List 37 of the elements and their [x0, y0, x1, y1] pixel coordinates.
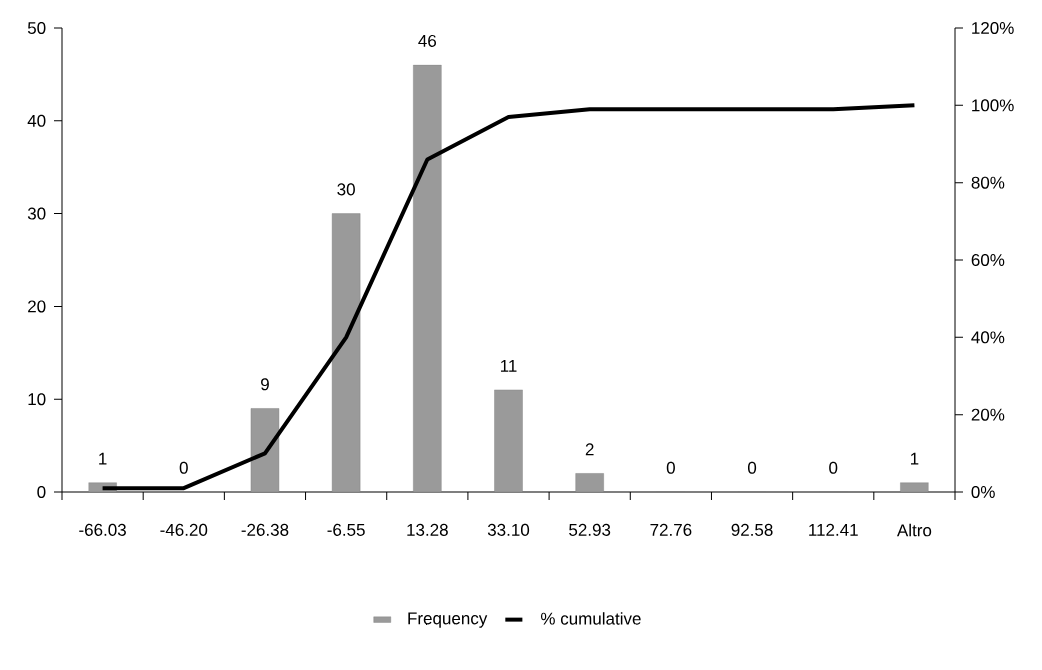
y-tick-label: 40 — [27, 114, 46, 127]
x-tick-label: Altro — [896, 523, 932, 537]
y-tick-label: 0 — [37, 485, 46, 499]
y2-tick-label: 80% — [971, 176, 1005, 189]
data-label: 0 — [747, 461, 757, 474]
data-label: 1 — [99, 452, 107, 465]
data-label: 2 — [585, 443, 594, 456]
x-tick-label: -66.03 — [79, 523, 126, 536]
data-label: 0 — [179, 461, 188, 474]
data-label: 9 — [261, 378, 269, 391]
y2-tick-label: 60% — [971, 253, 1005, 267]
y2-tick-label: 120% — [972, 21, 1014, 35]
x-tick-label: 52.93 — [569, 523, 611, 536]
x-tick-label: 72.76 — [650, 523, 692, 536]
x-tick-label: 92.58 — [731, 523, 773, 536]
y-tick-label: 30 — [27, 207, 46, 220]
x-tick-label: -6.55 — [327, 523, 365, 536]
data-label: 1 — [910, 452, 919, 465]
data-label: 46 — [418, 34, 437, 47]
legend-label: % cumulative — [541, 612, 641, 625]
y2-tick-label: 20% — [971, 408, 1005, 421]
data-label: 0 — [829, 461, 838, 474]
y2-tick-label: 0% — [971, 485, 995, 499]
y-tick-label: 20 — [28, 300, 46, 313]
x-tick-label: 112.41 — [809, 523, 858, 536]
data-label: 30 — [337, 183, 355, 196]
data-label: 0 — [666, 461, 675, 474]
legend-label: Frequency — [408, 612, 488, 628]
x-tick-label: 13.28 — [407, 523, 448, 536]
y2-tick-label: 40% — [971, 331, 1005, 344]
y-tick-label: 50 — [27, 21, 46, 35]
x-tick-label: 33.10 — [487, 523, 530, 536]
y2-tick-label: 100% — [972, 99, 1014, 112]
data-label: 11 — [500, 360, 517, 372]
x-tick-label: -26.38 — [241, 523, 289, 536]
x-tick-label: -46.20 — [160, 523, 208, 536]
y-tick-label: 10 — [28, 393, 46, 406]
